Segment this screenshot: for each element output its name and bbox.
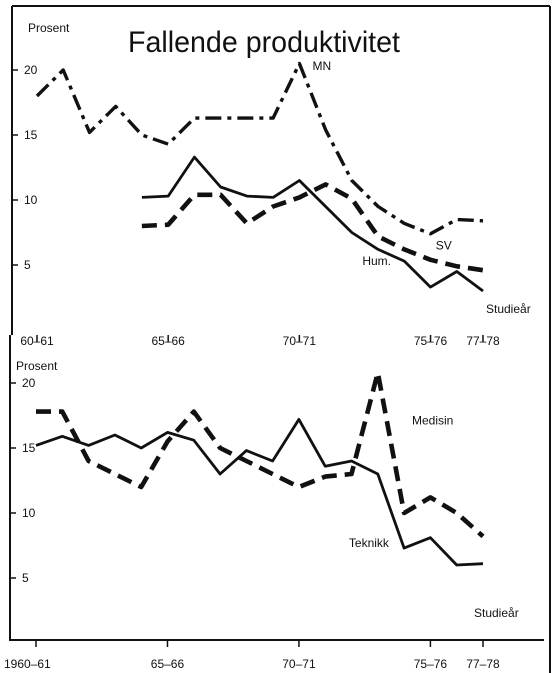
y-tick-label: 5 — [22, 571, 29, 585]
x-tick-label: 1960–61 — [4, 657, 51, 671]
series-label: Medisin — [412, 414, 453, 428]
bottom-chart: Prosent Studieår 5 10 15 20 1960–61 65–66 70–71 7… — [4, 359, 519, 671]
top-panel-frame — [11, 5, 551, 673]
series-line-mn — [35, 61, 484, 236]
y-tick-label: 5 — [24, 258, 31, 272]
series-label: MN — [312, 59, 331, 73]
y-axis-label: Prosent — [28, 21, 70, 35]
y-tick-label: 10 — [22, 506, 36, 520]
top-chart: Prosent Studieår 5 10 15 20 60–61 65–66 70–71 75–… — [12, 21, 531, 348]
x-tick-label: 60–61 — [20, 334, 54, 348]
x-tick-label: 75–76 — [414, 657, 448, 671]
series-line-teknikk — [35, 418, 484, 567]
x-axis-label: Studieår — [486, 302, 531, 316]
chart-title: Fallende produktivitet — [128, 26, 401, 59]
x-tick-label: 65–66 — [151, 334, 185, 348]
x-tick-label: 70–71 — [282, 657, 316, 671]
y-tick-label: 15 — [24, 128, 38, 142]
series-line-hum — [141, 155, 484, 293]
x-tick-label: 65–66 — [151, 657, 185, 671]
x-tick-label: 77–78 — [466, 657, 500, 671]
x-axis-label: Studieår — [474, 606, 519, 620]
y-tick-label: 15 — [22, 441, 36, 455]
y-tick-label: 20 — [24, 63, 38, 77]
series-label: Hum. — [362, 254, 391, 268]
series-line-sv — [141, 182, 484, 273]
panel-frames — [9, 5, 551, 673]
bottom-panel-frame — [9, 335, 544, 641]
x-tick-label: 75–76 — [414, 334, 448, 348]
x-tick-label: 77–78 — [466, 334, 500, 348]
y-tick-label: 10 — [24, 193, 38, 207]
y-tick-label: 20 — [22, 376, 36, 390]
y-axis-label: Prosent — [16, 359, 58, 373]
series-label: Teknikk — [349, 536, 390, 550]
x-tick-label: 70–71 — [283, 334, 317, 348]
series-line-medisin — [36, 370, 485, 539]
series-label: SV — [436, 238, 452, 252]
